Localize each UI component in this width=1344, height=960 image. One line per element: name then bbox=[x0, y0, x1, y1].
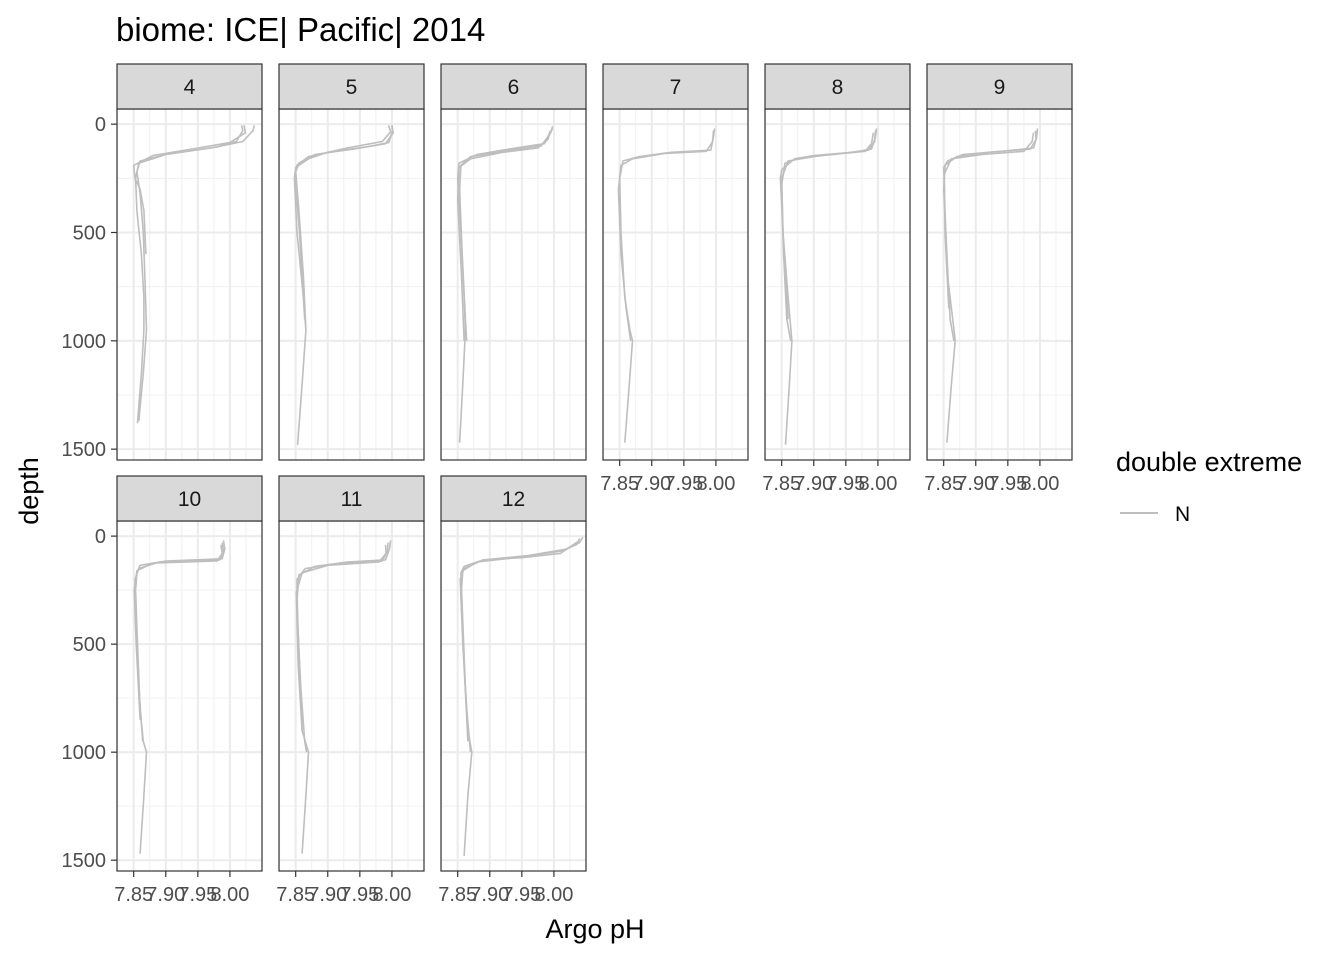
x-tick-label: 7.85 bbox=[438, 884, 477, 906]
x-tick-label: 7.90 bbox=[956, 473, 995, 495]
facet-strip-label: 7 bbox=[670, 76, 682, 99]
y-tick-label: 1000 bbox=[62, 331, 107, 353]
facet-strip-label: 11 bbox=[341, 488, 363, 511]
legend-label-n: N bbox=[1175, 503, 1190, 526]
legend: double extreme N bbox=[1116, 447, 1302, 526]
profile-line bbox=[294, 125, 392, 320]
facet-panel-9: 9 7.857.907.958.00 bbox=[924, 63, 1073, 495]
facet-strip-label: 9 bbox=[994, 76, 1006, 99]
profile-line bbox=[943, 132, 1035, 309]
x-tick-label: 7.95 bbox=[178, 884, 217, 906]
profile-line bbox=[780, 132, 875, 320]
x-tick-label: 8.00 bbox=[534, 884, 573, 906]
panel-background bbox=[603, 109, 748, 460]
facet-strip bbox=[116, 475, 263, 522]
facet-strip bbox=[926, 63, 1073, 110]
facet-strip-label: 5 bbox=[346, 76, 358, 99]
facet-strip-label: 8 bbox=[832, 76, 844, 99]
x-tick-label: 7.90 bbox=[470, 884, 509, 906]
panel-background bbox=[279, 521, 424, 871]
y-tick-label: 0 bbox=[95, 114, 106, 136]
profile-line bbox=[460, 537, 581, 742]
facet-strip bbox=[440, 475, 587, 522]
y-axis-title: depth bbox=[14, 457, 44, 525]
panel-background bbox=[765, 109, 910, 460]
facet-strip-label: 10 bbox=[178, 488, 201, 511]
profile-line bbox=[942, 128, 1039, 443]
x-tick-label: 7.90 bbox=[794, 473, 833, 495]
x-tick-label: 7.95 bbox=[340, 884, 379, 906]
x-tick-label: 7.90 bbox=[146, 884, 185, 906]
facet-panel-5: 5 bbox=[278, 63, 425, 461]
profile-line bbox=[779, 128, 878, 445]
y-tick-label: 1500 bbox=[62, 439, 107, 461]
facet-strip bbox=[602, 63, 749, 110]
facet-strip bbox=[116, 63, 263, 110]
y-tick-label: 500 bbox=[73, 223, 106, 245]
facet-strip-label: 6 bbox=[508, 76, 520, 99]
facet-panel-10: 10 0 500 1000 1500 7.857.907.958.00 bbox=[62, 475, 263, 906]
x-tick-label: 7.95 bbox=[664, 473, 703, 495]
y-tick-label: 1500 bbox=[62, 850, 107, 872]
x-tick-label: 8.00 bbox=[210, 884, 249, 906]
x-tick-label: 7.90 bbox=[308, 884, 347, 906]
y-tick-label: 500 bbox=[73, 634, 106, 656]
x-tick-label: 7.85 bbox=[600, 473, 639, 495]
facet-panel-6: 6 bbox=[440, 63, 587, 461]
facet-strip-label: 4 bbox=[184, 76, 196, 99]
profile-line bbox=[132, 125, 247, 255]
profile-line bbox=[617, 130, 715, 341]
x-tick-label: 8.00 bbox=[858, 473, 897, 495]
profile-line bbox=[456, 130, 551, 341]
facet-panel-8: 8 7.857.907.958.00 bbox=[762, 63, 911, 495]
facet-strip-label: 12 bbox=[502, 488, 525, 511]
facet-panel-12: 12 7.857.907.958.00 bbox=[438, 475, 587, 906]
facet-panel-7: 7 7.857.907.958.00 bbox=[600, 63, 749, 495]
y-tick-label: 1000 bbox=[62, 742, 107, 764]
facet-strip bbox=[278, 475, 425, 522]
x-tick-label: 8.00 bbox=[696, 473, 735, 495]
x-tick-label: 7.85 bbox=[276, 884, 315, 906]
x-tick-label: 7.95 bbox=[826, 473, 865, 495]
facet-strip bbox=[440, 63, 587, 110]
y-tick-label: 0 bbox=[95, 526, 106, 548]
facet-panel-4: 4 0 500 1000 1500 bbox=[62, 63, 263, 461]
facet-strip bbox=[278, 63, 425, 110]
x-tick-label: 7.95 bbox=[988, 473, 1027, 495]
profile-line bbox=[133, 544, 223, 720]
x-axis-title: Argo pH bbox=[545, 914, 644, 944]
panel-background bbox=[927, 109, 1072, 460]
panel-background bbox=[117, 521, 262, 871]
x-tick-label: 7.85 bbox=[762, 473, 801, 495]
facet-strip bbox=[764, 63, 911, 110]
profile-line bbox=[460, 539, 581, 856]
x-tick-label: 8.00 bbox=[1020, 473, 1059, 495]
panel-background bbox=[441, 109, 586, 460]
x-tick-label: 7.95 bbox=[502, 884, 541, 906]
chart-title: biome: ICE| Pacific| 2014 bbox=[116, 11, 485, 48]
x-tick-label: 8.00 bbox=[372, 884, 411, 906]
profile-line bbox=[295, 544, 387, 731]
legend-title: double extreme bbox=[1116, 447, 1302, 477]
x-tick-label: 7.90 bbox=[632, 473, 671, 495]
facet-panel-11: 11 7.857.907.958.00 bbox=[276, 475, 425, 906]
x-tick-label: 7.85 bbox=[924, 473, 963, 495]
x-tick-label: 7.85 bbox=[114, 884, 153, 906]
